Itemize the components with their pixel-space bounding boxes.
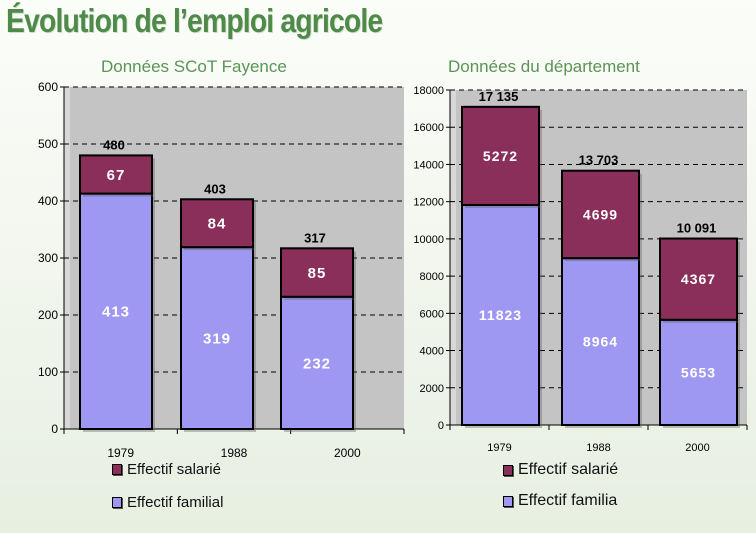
bar-familial xyxy=(461,203,540,426)
y-tick-label: 10000 xyxy=(413,234,444,246)
y-tick-label: 16000 xyxy=(413,122,444,134)
legend-salarie-right: Effectif salarié xyxy=(503,461,618,479)
legend-label-familial: Effectif familia xyxy=(518,492,618,509)
bar-familial-label: 319 xyxy=(203,330,231,347)
bar-total-label: 13 703 xyxy=(579,153,619,168)
y-tick-label: 18000 xyxy=(413,85,444,97)
x-category-label: 1988 xyxy=(586,442,610,454)
bar-total-label: 480 xyxy=(103,137,125,152)
bar-salarie-label: 85 xyxy=(308,265,327,282)
plot-wall xyxy=(450,90,456,425)
bar-salarie xyxy=(659,237,738,321)
bar-familial xyxy=(659,318,738,426)
legend-swatch-familial-icon xyxy=(503,495,513,507)
bar-salarie xyxy=(180,198,254,249)
y-tick-label: 12000 xyxy=(413,197,444,209)
y-tick-label: 2000 xyxy=(420,383,444,395)
y-tick-label: 14000 xyxy=(413,159,444,171)
bar-total-label: 10 091 xyxy=(677,221,717,236)
legend-swatch-salarie-icon xyxy=(503,464,513,476)
y-tick-label: 8000 xyxy=(420,271,444,283)
bar-salarie xyxy=(280,247,354,298)
bar-familial-label: 5653 xyxy=(681,364,716,380)
x-category-label: 1979 xyxy=(107,446,134,460)
chart-scot xyxy=(60,86,405,434)
bar-salarie-label: 67 xyxy=(107,167,126,184)
y-tick-label: 300 xyxy=(38,251,58,265)
y-tick-label: 0 xyxy=(51,422,58,436)
x-category-label: 1979 xyxy=(487,442,511,454)
y-tick-label: 100 xyxy=(38,365,58,379)
y-tick-label: 400 xyxy=(38,194,58,208)
y-tick-label: 500 xyxy=(38,137,58,151)
legend-label-familial: Effectif familial xyxy=(127,494,224,511)
bar-salarie xyxy=(561,169,640,260)
legend-label-salarie: Effectif salarié xyxy=(518,461,619,478)
bar-familial xyxy=(561,257,640,427)
legend-salarie-left: Effectif salarié xyxy=(112,461,221,478)
bar-salarie-label: 4367 xyxy=(681,271,716,287)
legend-familial-right: Effectif familia xyxy=(503,492,617,510)
bar-familial-label: 11823 xyxy=(479,307,522,323)
y-tick-label: 200 xyxy=(38,308,58,322)
chart-title-scot: Données SCoT Fayence xyxy=(101,57,287,76)
y-tick-label: 0 xyxy=(438,420,444,432)
legend-swatch-salarie-icon xyxy=(112,464,122,475)
x-category-label: 2000 xyxy=(334,446,361,460)
legend-familial-left: Effectif familial xyxy=(112,494,223,511)
y-tick-label: 600 xyxy=(38,80,58,94)
bar-salarie-label: 5272 xyxy=(483,148,518,164)
x-category-label: 2000 xyxy=(685,442,709,454)
legend-label-salarie: Effectif salarié xyxy=(127,461,221,478)
bar-familial-label: 232 xyxy=(303,355,331,372)
bar-salarie xyxy=(461,105,540,206)
bar-salarie xyxy=(79,154,153,195)
bar-total-label: 403 xyxy=(204,181,226,196)
bar-familial-label: 413 xyxy=(102,304,130,321)
bar-salarie-label: 84 xyxy=(208,216,227,233)
bar-salarie-label: 4699 xyxy=(583,206,618,222)
y-tick-label: 6000 xyxy=(420,308,444,320)
page-title: Évolution de l’emploi agricole xyxy=(6,2,383,39)
y-tick-label: 4000 xyxy=(420,346,444,358)
chart-title-departement: Données du département xyxy=(448,57,640,76)
bar-familial-label: 8964 xyxy=(583,334,618,350)
legend-swatch-familial-icon xyxy=(112,497,122,508)
bar-total-label: 317 xyxy=(304,230,326,245)
bar-total-label: 17 135 xyxy=(479,89,519,104)
bar-familial xyxy=(280,295,354,431)
chart-dept xyxy=(446,89,748,430)
bar-familial xyxy=(180,246,254,430)
x-category-label: 1988 xyxy=(221,446,248,460)
